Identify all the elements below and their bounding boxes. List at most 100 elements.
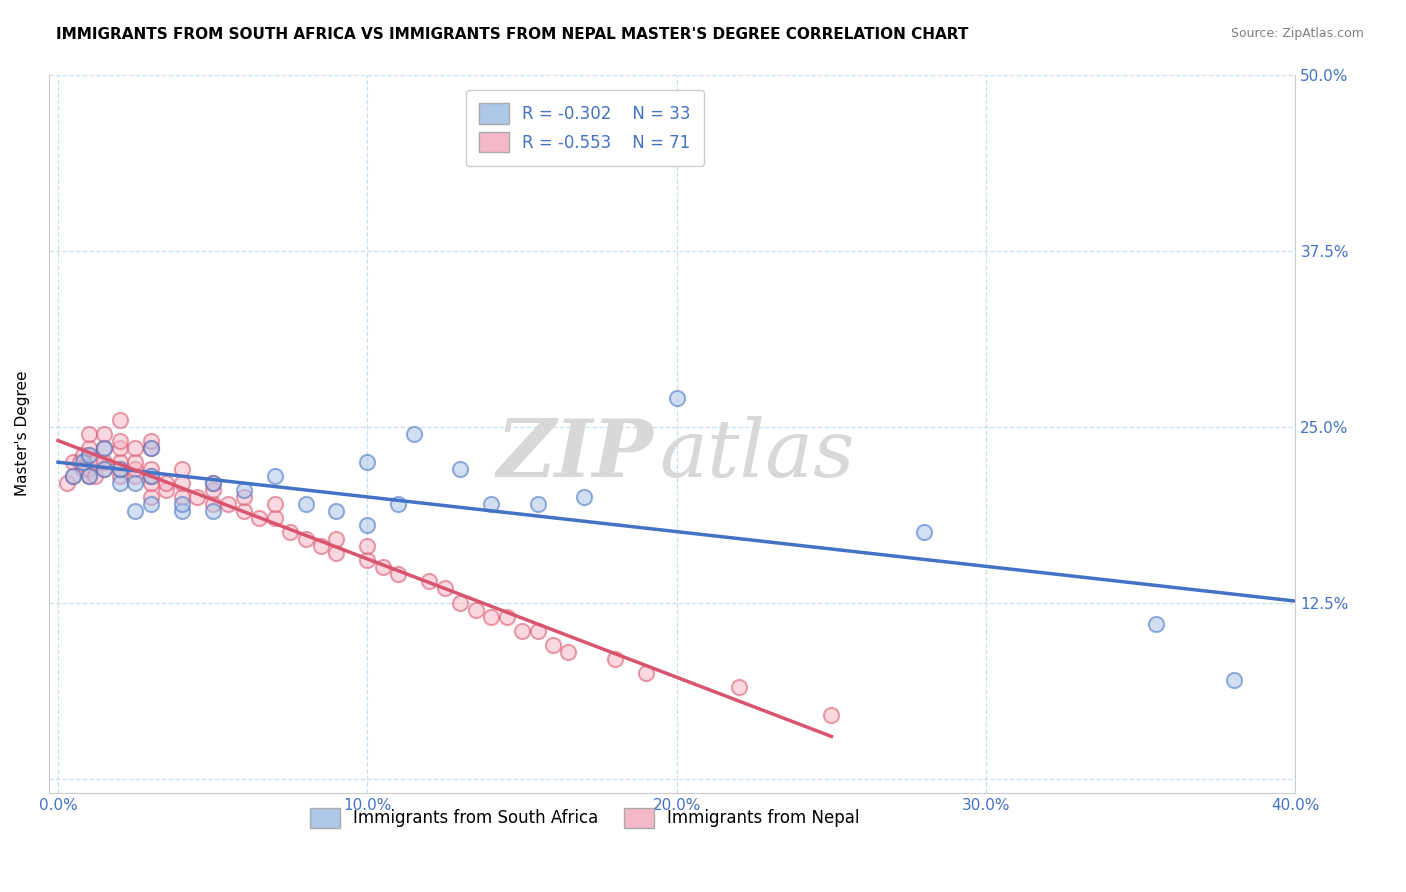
Point [495,609,517,624]
Point [93,462,115,476]
Point [108,462,131,476]
Point [77,426,100,441]
Point [139,434,162,448]
Point [634,665,657,680]
Point [433,582,456,596]
Point [77,462,100,476]
Point [278,525,301,540]
Point [479,497,502,511]
Point [72,455,94,469]
Point [510,624,533,638]
Point [1144,616,1167,631]
Point [93,462,115,476]
Point [72,448,94,462]
Point [603,652,626,666]
Point [557,645,579,659]
Point [402,426,425,441]
Point [449,596,471,610]
Point [356,539,378,553]
Point [1222,673,1244,687]
Point [232,483,254,497]
Point [69,455,91,469]
Text: Source: ZipAtlas.com: Source: ZipAtlas.com [1230,27,1364,40]
Point [418,574,440,589]
Point [541,638,564,652]
Point [155,483,177,497]
Point [387,497,409,511]
Point [263,468,285,483]
Point [356,518,378,533]
Point [479,609,502,624]
Point [77,468,100,483]
Point [77,441,100,455]
Text: ZIP: ZIP [496,417,654,494]
Point [139,475,162,490]
Point [526,497,548,511]
Point [170,490,193,504]
Point [108,462,131,476]
Point [108,455,131,469]
Point [294,532,316,546]
Point [84,455,107,469]
Point [232,490,254,504]
Point [93,455,115,469]
Point [387,567,409,582]
Point [124,462,146,476]
Point [247,511,270,525]
Point [201,497,224,511]
Point [108,412,131,426]
Point [139,497,162,511]
Point [77,448,100,462]
Point [356,455,378,469]
Point [139,462,162,476]
Point [77,468,100,483]
Point [62,468,84,483]
Point [170,497,193,511]
Point [449,462,471,476]
Point [170,462,193,476]
Text: atlas: atlas [659,417,855,494]
Point [232,504,254,518]
Point [186,490,208,504]
Y-axis label: Master's Degree: Master's Degree [15,371,30,496]
Point [263,497,285,511]
Point [124,475,146,490]
Point [217,497,239,511]
Point [325,532,347,546]
Point [912,525,935,540]
Point [139,441,162,455]
Point [93,426,115,441]
Point [820,708,842,723]
Point [371,560,394,574]
Point [84,468,107,483]
Point [294,497,316,511]
Point [108,441,131,455]
Point [93,441,115,455]
Point [108,475,131,490]
Point [727,680,749,694]
Point [155,475,177,490]
Point [464,602,486,616]
Point [139,468,162,483]
Point [356,553,378,567]
Point [572,490,595,504]
Text: IMMIGRANTS FROM SOUTH AFRICA VS IMMIGRANTS FROM NEPAL MASTER'S DEGREE CORRELATIO: IMMIGRANTS FROM SOUTH AFRICA VS IMMIGRAN… [56,27,969,42]
Point [201,504,224,518]
Point [665,392,688,406]
Point [170,475,193,490]
Point [62,455,84,469]
Point [139,468,162,483]
Point [526,624,548,638]
Point [139,490,162,504]
Point [124,441,146,455]
Point [170,504,193,518]
Point [124,468,146,483]
Point [108,468,131,483]
Point [139,441,162,455]
Point [201,475,224,490]
Legend: Immigrants from South Africa, Immigrants from Nepal: Immigrants from South Africa, Immigrants… [304,801,866,835]
Point [108,434,131,448]
Point [201,475,224,490]
Point [201,483,224,497]
Point [124,504,146,518]
